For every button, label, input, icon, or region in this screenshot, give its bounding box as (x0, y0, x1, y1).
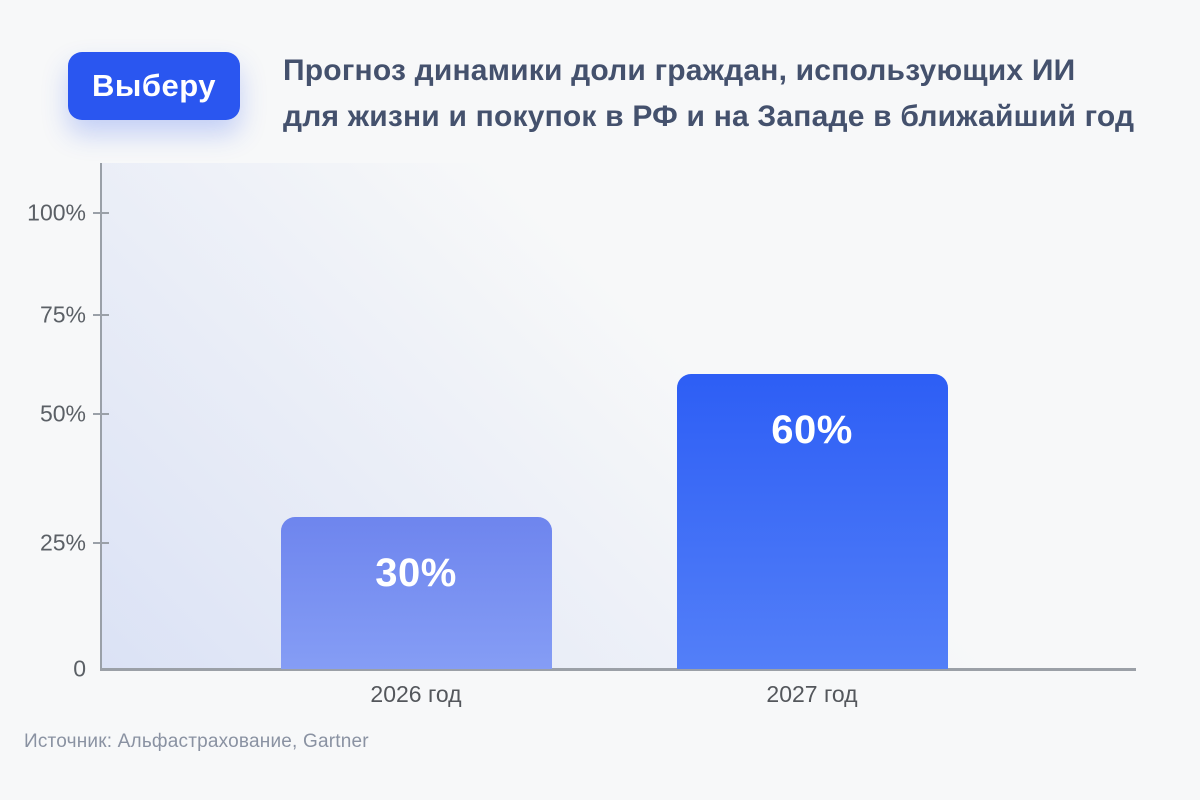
bar-2026: 30% (280, 517, 552, 669)
y-tick-mark-75 (93, 314, 109, 316)
y-tick-mark-100 (93, 212, 109, 214)
bar-value-label-2026: 30% (375, 551, 457, 595)
chart-title-line-1: Прогноз динамики доли граждан, использую… (283, 54, 1076, 87)
y-tick-label-75: 75% (39, 301, 86, 328)
x-category-label-2027: 2027 год (766, 681, 858, 707)
source-note: Источник: Альфастрахование, Gartner (24, 731, 369, 752)
x-axis-line (100, 668, 1136, 671)
vyberu-logo: Выберу (68, 52, 240, 120)
y-axis-line (100, 163, 102, 670)
y-tick-label-100: 100% (27, 199, 86, 226)
y-tick-label-25: 25% (39, 529, 86, 556)
y-tick-label-0: 0 (73, 655, 86, 682)
y-tick-label-50: 50% (39, 400, 86, 427)
y-tick-mark-50 (93, 413, 109, 415)
vyberu-logo-text: Выберу (91, 68, 217, 103)
bar-value-label-2027: 60% (771, 408, 853, 452)
chart-title: Прогноз динамики доли граждан, использую… (283, 48, 1134, 140)
plot-area-background (102, 163, 1135, 669)
bar-2027: 60% (676, 374, 948, 669)
chart-title-line-2: для жизни и покупок в РФ и на Западе в б… (283, 100, 1135, 133)
y-tick-mark-25 (93, 542, 109, 544)
x-category-label-2026: 2026 год (370, 681, 462, 707)
